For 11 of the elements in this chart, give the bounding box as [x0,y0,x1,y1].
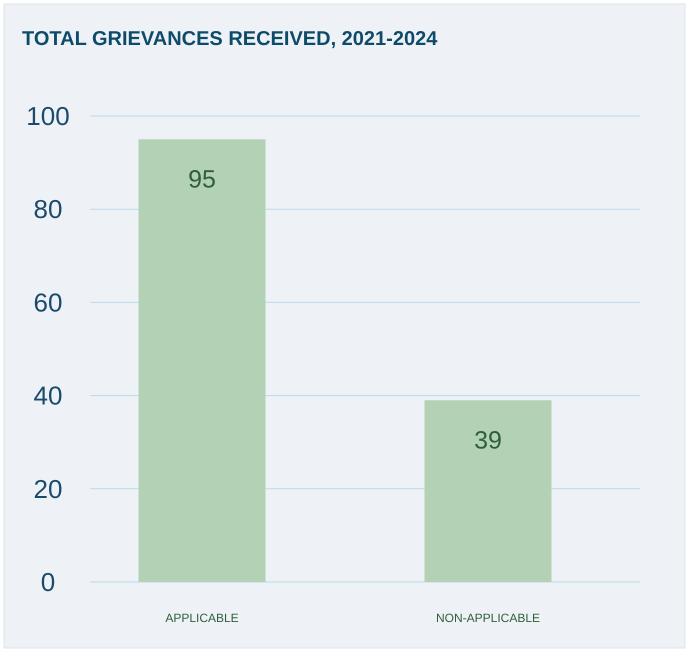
x-tick-label: APPLICABLE [165,611,239,625]
x-tick-label: NON-APPLICABLE [436,611,540,625]
y-tick-label: 100 [26,101,70,131]
y-tick-label: 80 [34,194,62,224]
y-tick-label: 0 [40,567,56,597]
y-tick-label: 60 [34,287,62,318]
data-label: 39 [474,426,502,454]
data-label: 95 [188,165,216,194]
chart-title: TOTAL GRIEVANCES RECEIVED, 2021-2024 [22,28,438,50]
y-tick-label: 20 [34,474,62,504]
y-tick-label: 40 [34,380,62,411]
